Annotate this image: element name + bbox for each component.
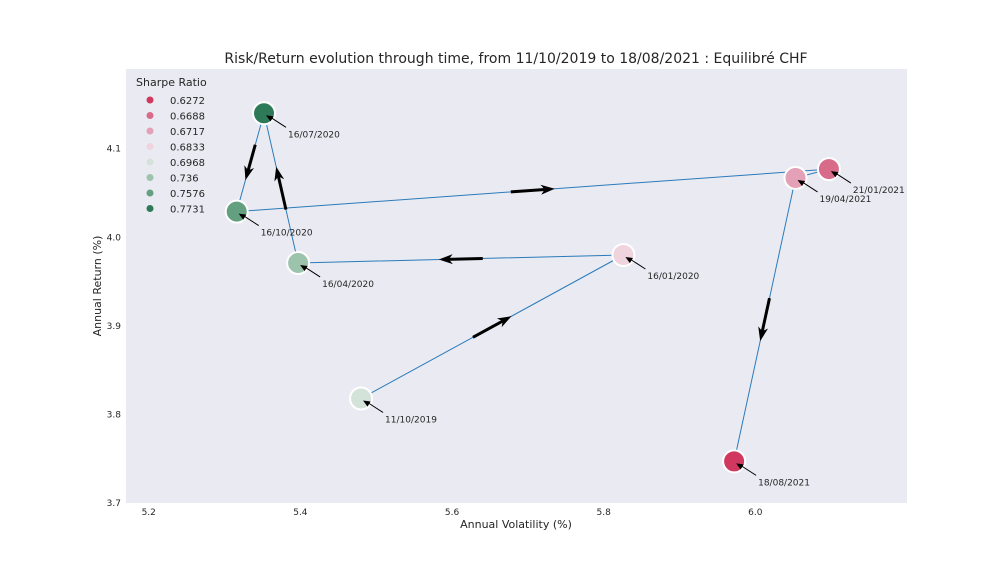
direction-arrow	[244, 144, 257, 181]
date-annotation: 16/04/2020	[300, 264, 374, 290]
y-tick-label: 3.7	[107, 499, 121, 509]
date-annotation: 16/01/2020	[625, 257, 700, 282]
data-point	[611, 243, 636, 267]
data-point	[722, 449, 747, 474]
legend-marker	[146, 127, 154, 135]
y-tick-labels: 3.7 3.8 3.9 4.0 4.1	[107, 145, 122, 509]
y-tick-label: 3.8	[107, 410, 122, 420]
legend-marker	[146, 189, 154, 197]
legend-label: 0.6833	[170, 143, 205, 154]
x-tick-label: 5.4	[293, 508, 308, 518]
direction-arrows	[244, 144, 771, 342]
legend-label: 0.6968	[170, 158, 205, 169]
date-label: 16/01/2020	[647, 272, 699, 282]
date-label: 11/10/2019	[385, 415, 437, 425]
chart-title: Risk/Return evolution through time, from…	[224, 51, 807, 67]
x-tick-label: 5.6	[445, 508, 460, 518]
direction-arrow	[438, 254, 483, 265]
legend-marker	[146, 96, 154, 104]
x-tick-labels: 5.2 5.4 5.6 5.8 6.0	[142, 508, 763, 518]
legend-label: 0.736	[170, 174, 199, 185]
date-annotation: 19/04/2021	[797, 179, 872, 205]
legend-marker	[146, 174, 154, 181]
legend-title: Sharpe Ratio	[136, 76, 207, 89]
legend-label: 0.7731	[170, 205, 205, 216]
x-axis-label: Annual Volatility (%)	[460, 518, 572, 531]
legend-marker	[146, 205, 154, 212]
date-label: 16/04/2020	[322, 280, 374, 290]
legend-label: 0.6717	[170, 127, 205, 138]
legend-marker	[146, 143, 154, 150]
y-tick-label: 3.9	[107, 322, 122, 332]
legend-label: 0.6272	[170, 96, 205, 107]
date-label: 16/07/2020	[288, 130, 340, 140]
legend-marker	[146, 112, 154, 119]
date-annotation: 11/10/2019	[363, 400, 437, 425]
x-tick-label: 6.0	[748, 508, 763, 518]
date-label: 16/10/2020	[261, 229, 313, 239]
x-tick-label: 5.8	[597, 508, 612, 518]
data-point	[349, 386, 374, 411]
legend-marker	[146, 158, 154, 166]
date-annotation: 18/08/2021	[736, 463, 810, 488]
data-point	[816, 157, 841, 182]
date-label: 19/04/2021	[820, 195, 872, 205]
legend-label: 0.6688	[170, 112, 205, 123]
data-point	[286, 250, 311, 275]
date-label: 18/08/2021	[758, 478, 810, 488]
direction-arrow	[758, 297, 771, 342]
y-tick-label: 4.1	[107, 145, 121, 155]
direction-arrow	[472, 316, 512, 339]
data-point	[783, 165, 808, 190]
y-tick-label: 4.0	[107, 233, 122, 243]
data-point	[252, 101, 277, 126]
direction-arrow	[510, 184, 555, 195]
legend: Sharpe Ratio 0.6272 0.6688 0.6717 0.6833 0.6…	[136, 76, 207, 216]
data-point	[224, 199, 249, 224]
date-label: 21/01/2021	[853, 186, 905, 196]
date-annotation: 21/01/2021	[830, 171, 905, 196]
date-annotations: 11/10/2019 16/01/2020 16/04/2020 16/07/2020…	[238, 115, 905, 488]
legend-label: 0.7576	[170, 189, 205, 200]
y-axis-label: Annual Return (%)	[91, 236, 104, 337]
x-tick-label: 5.2	[142, 508, 156, 518]
direction-arrow	[274, 166, 288, 210]
date-annotation: 16/07/2020	[266, 115, 340, 140]
date-annotation: 16/10/2020	[238, 213, 313, 239]
plot-area	[126, 69, 907, 503]
